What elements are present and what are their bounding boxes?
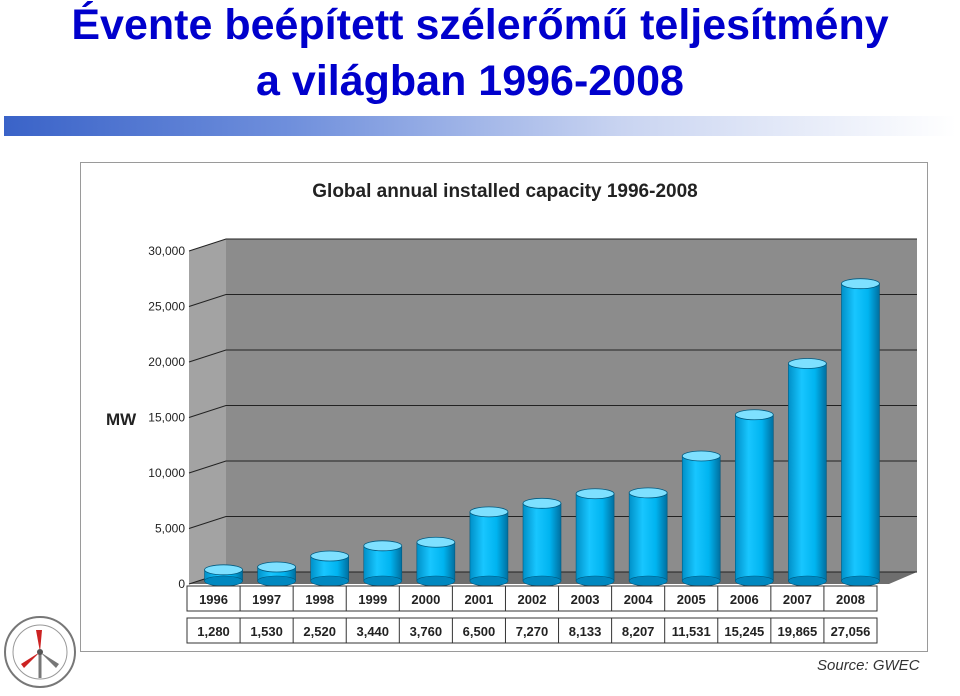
data-value-label: 6,500 xyxy=(463,624,496,639)
grid-line xyxy=(188,294,917,307)
grid-line xyxy=(188,405,917,418)
bar-top xyxy=(363,540,403,552)
chart-frame: Global annual installed capacity 1996-20… xyxy=(80,162,928,652)
bar xyxy=(681,455,721,582)
bar-base xyxy=(416,575,456,587)
data-value-label: 8,133 xyxy=(569,624,602,639)
bar xyxy=(522,503,562,582)
x-category-label: 2001 xyxy=(464,592,493,607)
bar xyxy=(841,283,880,582)
y-tick-label: 15,000 xyxy=(148,411,185,425)
y-tick-label: 10,000 xyxy=(148,466,185,480)
chart-svg: 0 5,000 10,000 15,000 20,000 25,000 30,000 199… xyxy=(106,238,917,644)
bar-top xyxy=(628,487,668,499)
y-axis-ticks: 0 5,000 10,000 15,000 20,000 25,000 30,000 xyxy=(148,244,185,591)
x-category-label: 2008 xyxy=(836,592,865,607)
grid-line xyxy=(188,238,917,252)
y-tick-label: 30,000 xyxy=(148,244,185,258)
chart-bars xyxy=(204,278,880,587)
bar-top xyxy=(204,564,243,576)
bar xyxy=(575,493,615,582)
data-value-label: 3,440 xyxy=(356,624,389,639)
data-value-label: 7,270 xyxy=(516,624,549,639)
x-category-label: 2000 xyxy=(411,592,440,607)
source-note: Source: GWEC xyxy=(817,657,920,674)
bar-top xyxy=(522,497,562,509)
bar-top xyxy=(257,561,297,573)
bar-base xyxy=(575,575,615,587)
title-gradient-bar xyxy=(4,116,956,136)
x-category-label: 1996 xyxy=(199,592,228,607)
table-row xyxy=(186,585,878,612)
x-category-label: 2006 xyxy=(730,592,759,607)
x-category-label: 2002 xyxy=(518,592,547,607)
bar-base xyxy=(841,575,880,587)
y-tick-label: 5,000 xyxy=(155,522,185,536)
data-value-label: 1,280 xyxy=(197,624,230,639)
bar xyxy=(628,492,668,582)
bar xyxy=(735,414,774,582)
page-title-line-1: Évente beépített szélerőmű teljesítmény xyxy=(71,1,889,49)
y-tick-label: 0 xyxy=(178,577,185,591)
chart-title: Global annual installed capacity 1996-20… xyxy=(312,181,698,202)
bar-base xyxy=(363,575,403,587)
bar-base xyxy=(522,575,562,587)
data-value-label: 19,865 xyxy=(778,624,818,639)
table-row xyxy=(186,617,878,644)
x-category-label: 1997 xyxy=(252,592,281,607)
bar-base xyxy=(310,575,349,587)
x-category-label: 1999 xyxy=(358,592,387,607)
bar-top xyxy=(469,506,509,518)
bar xyxy=(469,511,509,582)
x-category-label: 2005 xyxy=(677,592,706,607)
data-value-label: 11,531 xyxy=(672,624,711,639)
bar-base xyxy=(681,575,721,587)
y-tick-label: 20,000 xyxy=(148,355,185,369)
y-axis-label: MW xyxy=(106,410,137,429)
bar-top xyxy=(681,450,721,462)
x-category-label: 2004 xyxy=(624,592,654,607)
x-category-label: 2007 xyxy=(783,592,812,607)
x-category-label: 2003 xyxy=(571,592,600,607)
bar-base xyxy=(788,575,827,587)
bar-top xyxy=(841,278,880,290)
bar-top xyxy=(416,536,456,548)
bar-top xyxy=(575,488,615,500)
data-value-label: 15,245 xyxy=(724,624,764,639)
y-tick-label: 25,000 xyxy=(148,300,185,314)
data-value-label: 1,530 xyxy=(250,624,283,639)
bar-base xyxy=(469,575,509,587)
organization-logo xyxy=(4,616,76,688)
bar-top xyxy=(734,409,774,421)
data-value-label: 27,056 xyxy=(831,624,871,639)
data-value-label: 2,520 xyxy=(303,624,336,639)
bar-base xyxy=(257,575,296,587)
bar-top xyxy=(310,550,350,562)
data-value-label: 3,760 xyxy=(410,624,443,639)
page-title-line-2: a világban 1996-2008 xyxy=(256,57,684,105)
bar xyxy=(788,363,827,582)
bar-base xyxy=(628,575,668,587)
x-category-label: 1998 xyxy=(305,592,334,607)
bar-base xyxy=(204,575,243,587)
bar-base xyxy=(735,575,774,587)
data-value-label: 8,207 xyxy=(622,624,655,639)
bar-top xyxy=(787,358,827,369)
grid-line xyxy=(188,349,917,363)
bar xyxy=(416,541,456,582)
data-table: 1996 1,280 1997 1,530 1998 2,520 1999 3,440 2000… xyxy=(186,585,878,644)
